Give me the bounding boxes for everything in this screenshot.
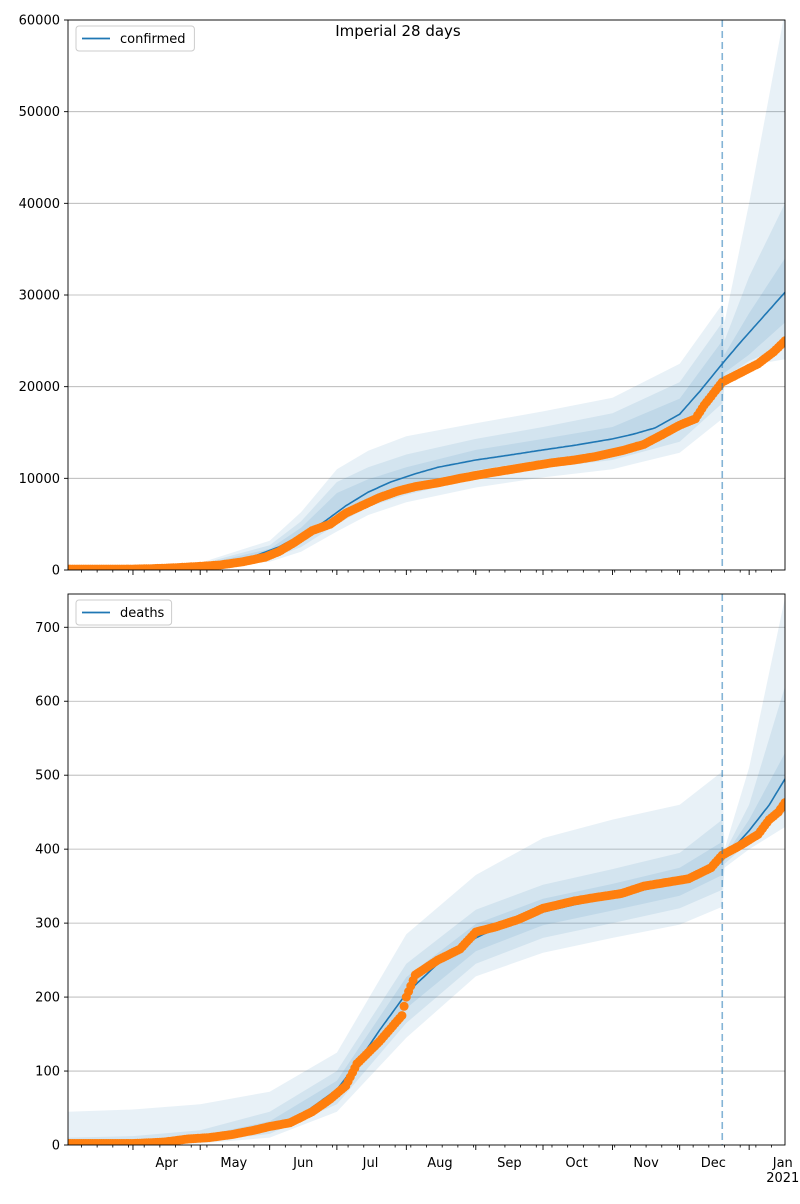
legend-label: confirmed [120, 32, 186, 47]
plot-area [68, 20, 785, 570]
observed-point [780, 798, 785, 808]
x-tick-label: Nov [633, 1156, 659, 1171]
x-tick-label: Dec [701, 1156, 726, 1171]
legend: deaths [75, 599, 173, 626]
x-tick-label: Sep [497, 1156, 522, 1171]
x-tick-label: Jan [772, 1156, 793, 1171]
y-tick-label: 40000 [19, 197, 60, 212]
y-tick-label: 200 [35, 991, 60, 1006]
observed-point [397, 1011, 407, 1021]
x-tick-label: Oct [565, 1156, 587, 1171]
observed-point [399, 1001, 409, 1011]
y-tick-label: 20000 [19, 380, 60, 395]
y-tick-label: 0 [52, 1139, 60, 1154]
y-tick-label: 300 [35, 917, 60, 932]
legend: confirmed [75, 25, 195, 52]
y-tick-label: 50000 [19, 105, 60, 120]
y-tick-label: 500 [35, 769, 60, 784]
y-tick-label: 400 [35, 843, 60, 858]
y-tick-label: 10000 [19, 472, 60, 487]
x-tick-label: Apr [155, 1156, 178, 1171]
y-tick-label: 60000 [19, 14, 60, 29]
y-tick-label: 0 [52, 564, 60, 579]
y-tick-label: 600 [35, 695, 60, 710]
figure-title: Imperial 28 days [335, 22, 461, 40]
observed-point [780, 336, 785, 346]
x-tick-label: Jun [292, 1156, 313, 1171]
deaths-panel: 0 100 200 300 400 500 600 700 Apr May Jun Jul Aug Sep… [35, 593, 799, 1186]
legend-box [75, 25, 195, 52]
y-tick-label: 100 [35, 1065, 60, 1080]
y-tick-label: 700 [35, 621, 60, 636]
legend-label: deaths [120, 606, 165, 621]
legend-box [75, 599, 173, 626]
uncertainty-band [68, 686, 785, 1145]
plot-area [68, 597, 785, 1145]
x-tick-label: Jul [362, 1156, 379, 1171]
y-tick-label: 30000 [19, 289, 60, 304]
x-tick-label: Aug [427, 1156, 452, 1171]
x-tick-sublabel: 2021 [766, 1171, 799, 1186]
confirmed-panel: 0 10000 20000 30000 40000 50000 60000 confirmed [19, 14, 786, 579]
x-tick-label: May [220, 1156, 247, 1171]
uncertainty-band [68, 597, 785, 1145]
uncertainty-band [68, 20, 785, 570]
